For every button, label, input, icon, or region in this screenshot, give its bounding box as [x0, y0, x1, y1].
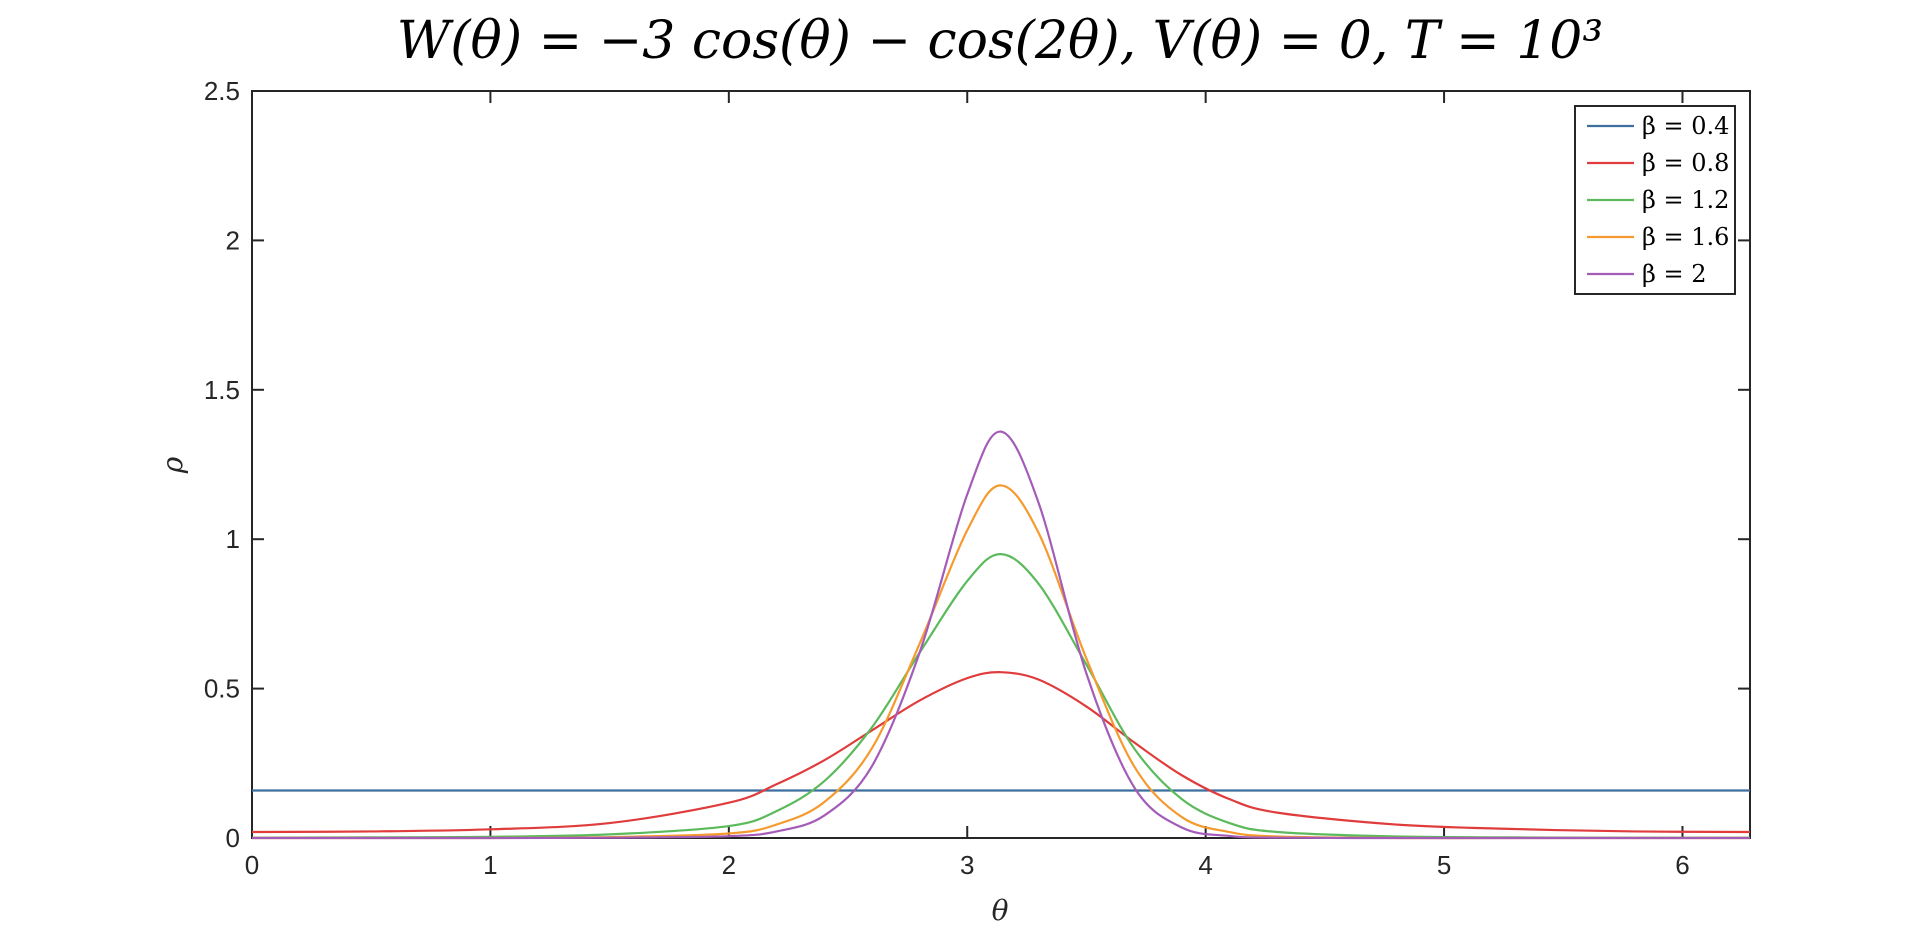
plot-area: [251, 90, 1751, 839]
y-tick-label: 0.5: [204, 674, 240, 704]
x-tick-label: 0: [245, 850, 259, 880]
y-tick-label: 2.5: [204, 76, 240, 106]
x-axis-label: θ: [992, 894, 1009, 927]
x-tick-label: 4: [1198, 850, 1212, 880]
x-tick-label: 1: [483, 850, 497, 880]
chart-legend: β = 0.4 β = 0.8 β = 1.2 β = 1.6 β = 2: [1574, 105, 1736, 295]
y-axis-label: ρ: [156, 456, 189, 474]
legend-label: β = 2: [1642, 260, 1707, 288]
legend-label: β = 1.6: [1642, 223, 1729, 251]
x-axis-ticks: 0 1 2 3 4 5 6: [245, 91, 1690, 880]
chart-title: W(θ) = −3 cos(θ) − cos(2θ), V(θ) = 0, T …: [397, 11, 1603, 71]
legend-label: β = 0.4: [1642, 112, 1729, 140]
y-tick-label: 1.5: [204, 375, 240, 405]
series-line-5: [252, 430, 1750, 840]
series-line-2: [251, 671, 1751, 834]
x-tick-label: 6: [1675, 850, 1689, 880]
x-tick-label: 2: [722, 850, 736, 880]
series-line-3: [251, 553, 1751, 839]
y-tick-label: 1: [226, 524, 240, 554]
legend-label: β = 0.8: [1642, 149, 1729, 177]
legend-items: β = 0.4 β = 0.8 β = 1.2 β = 1.6 β = 2: [1587, 112, 1729, 288]
x-tick-label: 5: [1437, 850, 1451, 880]
y-tick-label: 0: [226, 823, 240, 853]
y-tick-label: 2: [226, 225, 240, 255]
legend-label: β = 1.2: [1642, 186, 1729, 214]
x-tick-label: 3: [960, 850, 974, 880]
series-layer: [251, 430, 1751, 840]
y-axis-ticks: 0 0.5 1 1.5 2 2.5: [204, 76, 1750, 853]
